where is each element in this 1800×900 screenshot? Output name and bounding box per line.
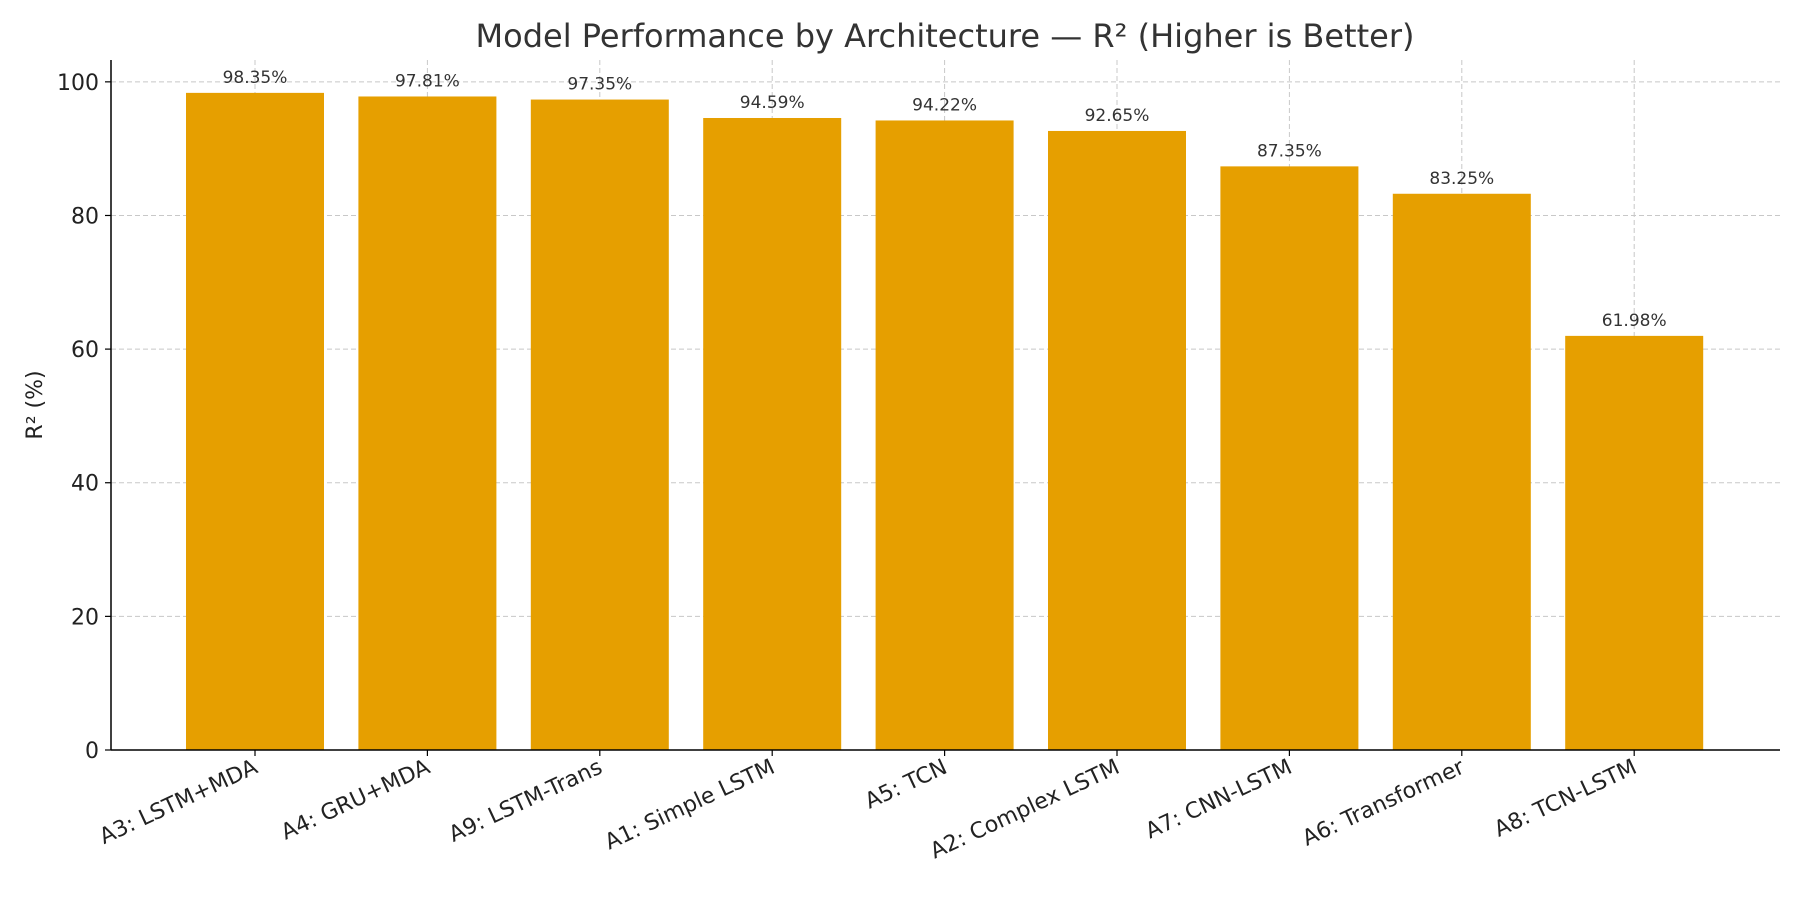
y-tick-labels: 0 20 40 60 80 100 [57,71,111,764]
axes [110,60,1780,751]
x-tick-label: A1: Simple LSTM [601,755,779,856]
data-label: 97.81% [395,71,460,91]
data-label: 94.59% [740,93,805,113]
data-label: 97.35% [567,75,632,95]
x-tick-label: A4: GRU+MDA [278,755,434,846]
y-axis-label: R² (%) [23,370,48,439]
x-tick-label: A5: TCN [861,755,951,815]
data-label: 98.35% [223,68,288,88]
x-tick-label: A8: TCN-LSTM [1491,755,1641,843]
y-tick-label: 80 [71,204,99,229]
y-tick-label: 0 [85,739,99,764]
x-tick-labels: A3: LSTM+MDA A4: GRU+MDA A9: LSTM-TransA1:… [96,750,1641,864]
x-tick-label: A9: LSTM-Trans [445,755,606,848]
bar [530,99,669,750]
bar [1220,166,1359,751]
data-label: 94.22% [912,95,977,115]
bar [186,92,324,751]
chart-title: Model Performance by Architecture — R² (… [476,17,1415,55]
data-label: 92.65% [1085,106,1150,126]
bar [358,96,497,750]
data-labels: 98.35% 97.81% 97.35% 94.59% 94.22% 92.65% 87.3… [223,68,1667,331]
y-tick-label: 40 [71,472,99,497]
data-label: 87.35% [1257,141,1322,161]
bar [1048,130,1186,750]
x-tick-label: A7: CNN-LSTM [1142,755,1296,845]
y-tick-label: 20 [71,605,99,630]
bars [186,92,1704,751]
bar [1392,193,1531,750]
y-tick-label: 60 [71,338,99,363]
bar [703,117,842,750]
bar [1565,335,1704,750]
x-tick-label: A6: Transformer [1299,754,1469,851]
y-tick-label: 100 [57,71,99,96]
x-tick-label: A3: LSTM+MDA [96,755,262,850]
x-tick-label: A2: Complex LSTM [927,755,1124,865]
bar [875,120,1014,750]
data-label: 83.25% [1429,169,1494,189]
data-label: 61.98% [1602,311,1667,331]
